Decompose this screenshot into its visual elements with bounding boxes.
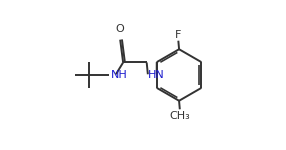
Text: CH₃: CH₃ [169,111,190,121]
Text: O: O [116,24,125,34]
Text: HN: HN [148,70,165,80]
Text: F: F [175,30,182,39]
Text: NH: NH [111,70,128,80]
